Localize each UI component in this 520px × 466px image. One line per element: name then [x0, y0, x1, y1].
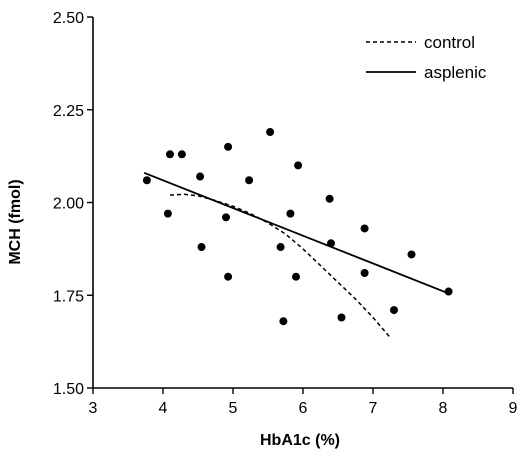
control-line	[169, 193, 392, 339]
data-point	[166, 150, 174, 159]
data-point	[224, 142, 233, 151]
x-axis: 3 4 5 6 7 8 9	[89, 387, 518, 417]
data-point	[177, 150, 186, 159]
y-axis-title: MCH (fmol)	[7, 179, 24, 264]
data-point	[224, 272, 233, 281]
y-tick-label: 1.50	[53, 381, 84, 398]
data-point	[245, 176, 254, 185]
data-point	[196, 172, 205, 181]
data-point	[292, 272, 300, 281]
y-tick-label: 1.75	[53, 288, 84, 305]
legend-control-label: control	[424, 33, 475, 52]
y-tick-label: 2.50	[53, 10, 84, 27]
data-point	[325, 194, 334, 203]
x-tick-label: 7	[369, 400, 378, 417]
x-axis-title: HbA1c (%)	[260, 432, 340, 449]
asplenic-line	[143, 171, 449, 295]
data-point	[276, 243, 285, 252]
data-point	[407, 250, 416, 259]
x-tick-label: 4	[159, 400, 168, 417]
regression-lines	[143, 171, 449, 339]
data-point	[444, 287, 453, 296]
x-tick-label: 6	[299, 400, 308, 417]
data-point	[390, 306, 398, 315]
data-point	[142, 176, 151, 185]
y-tick-label: 2.25	[53, 103, 84, 120]
x-tick-label: 9	[509, 400, 518, 417]
y-tick-label: 2.00	[53, 196, 84, 213]
data-point	[279, 317, 288, 326]
data-point	[360, 268, 369, 277]
data-point	[286, 209, 295, 218]
x-tick-label: 5	[229, 400, 238, 417]
data-point	[163, 209, 172, 218]
data-point	[266, 128, 275, 137]
data-point	[197, 243, 206, 252]
data-point	[222, 213, 230, 222]
x-tick-label: 3	[89, 400, 98, 417]
legend-asplenic-label: asplenic	[424, 63, 487, 82]
y-axis: 1.50 1.75 2.00 2.25 2.50	[53, 10, 94, 398]
data-point	[360, 224, 369, 233]
data-point	[337, 313, 346, 322]
data-point	[327, 239, 335, 248]
data-point	[294, 161, 303, 170]
x-tick-label: 8	[439, 400, 448, 417]
legend: control asplenic	[366, 33, 487, 82]
data-points	[142, 128, 453, 326]
